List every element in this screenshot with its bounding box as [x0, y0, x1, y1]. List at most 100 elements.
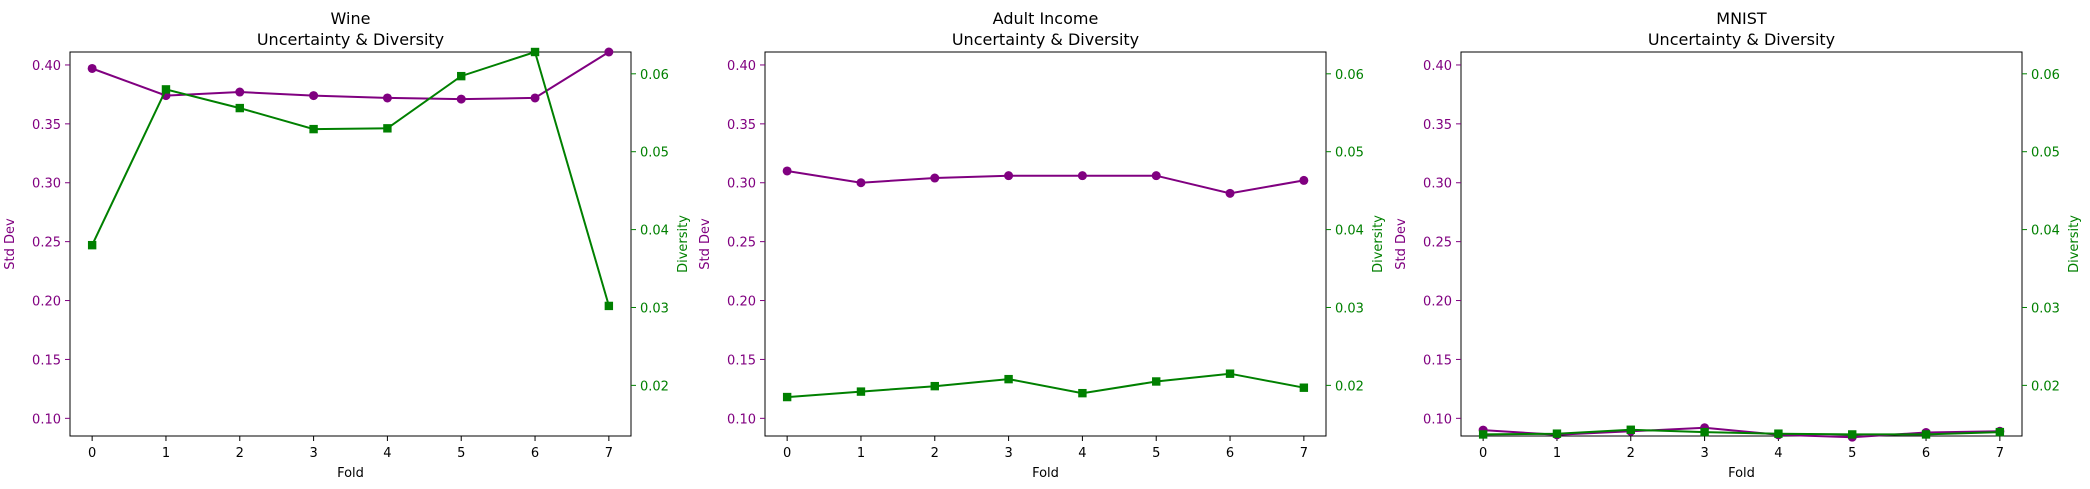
x-tick-label: 6	[1226, 446, 1234, 461]
right-tick-label: 0.06	[1335, 68, 1364, 83]
diversity-line	[787, 372, 1305, 399]
x-tick-label: 5	[457, 446, 465, 461]
right-tick-label: 0.04	[2031, 224, 2060, 239]
x-tick-label: 4	[383, 446, 391, 461]
x-tick-label: 1	[1553, 446, 1561, 461]
plot-frame	[1460, 51, 2023, 437]
left-tick-label: 0.40	[32, 59, 61, 74]
left-tick-label: 0.15	[32, 353, 61, 368]
left-tick-label: 0.30	[32, 177, 61, 192]
x-tick-label: 7	[605, 446, 613, 461]
diversity-point	[1921, 430, 1931, 439]
left-tick-label: 0.35	[32, 118, 61, 133]
diversity-point	[1848, 430, 1857, 439]
x-tick-label: 2	[931, 446, 939, 461]
chart-subtitle: Uncertainty & Diversity	[257, 30, 444, 49]
diversity-point	[1700, 427, 1709, 437]
left-tick-label: 0.40	[1423, 59, 1452, 74]
x-axis-label: Fold	[1728, 466, 1755, 481]
chart-panel-1: Adult Income Uncertainty & Diversity 0 1 2 3 4…	[698, 9, 1386, 481]
std-dev-point	[530, 93, 540, 103]
right-tick-label: 0.05	[640, 146, 669, 161]
left-axis-label: Std Dev	[3, 218, 18, 270]
diversity-point	[457, 71, 466, 81]
x-tick-label: 0	[783, 446, 791, 461]
std-dev-point	[382, 93, 392, 103]
diversity-point	[1774, 429, 1783, 438]
plot-frame	[764, 51, 1327, 437]
right-tick-label: 0.02	[640, 379, 669, 394]
std-dev-point	[604, 47, 614, 57]
std-dev-point	[930, 173, 940, 183]
x-axis-label: Fold	[1032, 466, 1059, 481]
right-tick-label: 0.05	[1335, 146, 1364, 161]
right-tick-label: 0.02	[2031, 379, 2060, 394]
right-tick-label: 0.05	[2031, 146, 2060, 161]
chart-title: Wine	[331, 9, 371, 28]
x-axis-label: Fold	[337, 466, 364, 481]
x-tick-label: 6	[1922, 446, 1930, 461]
diversity-point	[383, 124, 392, 133]
diversity-point	[1152, 377, 1161, 386]
diversity-line	[91, 50, 610, 307]
left-tick-label: 0.10	[727, 412, 756, 427]
x-tick-label: 1	[162, 446, 170, 461]
diversity-point	[930, 381, 939, 391]
diversity-point	[1225, 369, 1235, 378]
chart-panel-2: MNIST Uncertainty & Diversity 0 1 2 3 4 5 6 7 Fold…	[1394, 9, 2082, 481]
std-dev-point	[235, 87, 245, 97]
left-tick-label: 0.25	[32, 236, 61, 251]
diversity-point	[530, 47, 540, 57]
diversity-point	[604, 301, 614, 311]
std-dev-line	[1483, 426, 2000, 439]
left-tick-label: 0.15	[1423, 353, 1452, 368]
x-tick-label: 4	[1078, 446, 1086, 461]
left-tick-label: 0.40	[727, 59, 756, 74]
x-tick-label: 7	[1996, 446, 2004, 461]
x-tick-label: 3	[309, 446, 317, 461]
left-tick-label: 0.35	[1423, 118, 1452, 133]
diversity-point	[87, 240, 97, 250]
right-tick-label: 0.02	[1335, 379, 1364, 394]
right-tick-label: 0.03	[640, 301, 669, 316]
diversity-point	[1626, 425, 1635, 434]
diversity-point	[1478, 430, 1488, 439]
chart-title: Adult Income	[993, 9, 1099, 28]
x-tick-label: 3	[1700, 446, 1708, 461]
diversity-point	[235, 103, 244, 113]
diversity-point	[856, 387, 866, 396]
right-tick-label: 0.04	[1335, 224, 1364, 239]
x-tick-label: 2	[1627, 446, 1635, 461]
diversity-point	[1299, 383, 1309, 392]
chart-panel-0: Wine Uncertainty & Diversity 0 1 2 3 4 5 6 7 Fold 0…	[3, 9, 691, 481]
left-axis-label: Std Dev	[1394, 218, 1409, 270]
x-tick-label: 0	[88, 446, 96, 461]
std-dev-point	[87, 63, 97, 73]
std-dev-line	[91, 51, 610, 101]
left-tick-label: 0.20	[32, 295, 61, 310]
left-tick-label: 0.25	[727, 236, 756, 251]
left-tick-label: 0.30	[1423, 177, 1452, 192]
diversity-line	[1483, 428, 2000, 436]
diversity-point	[1078, 388, 1087, 398]
std-dev-point	[1299, 175, 1309, 185]
std-dev-point	[782, 166, 792, 176]
std-dev-point	[456, 94, 466, 104]
right-axis-label: Diversity	[676, 215, 691, 273]
right-tick-label: 0.06	[640, 68, 669, 83]
left-axis-label: Std Dev	[698, 218, 713, 270]
right-tick-label: 0.03	[2031, 301, 2060, 316]
left-tick-label: 0.20	[727, 295, 756, 310]
left-tick-label: 0.35	[727, 118, 756, 133]
x-tick-label: 7	[1300, 446, 1308, 461]
chart-title: MNIST	[1716, 9, 1767, 28]
std-dev-point	[1151, 171, 1161, 181]
std-dev-point	[1004, 171, 1014, 181]
std-dev-line	[786, 170, 1305, 195]
chart-subtitle: Uncertainty & Diversity	[1648, 30, 1835, 49]
right-tick-label: 0.06	[2031, 68, 2060, 83]
left-tick-label: 0.30	[727, 177, 756, 192]
left-tick-label: 0.10	[32, 412, 61, 427]
x-tick-label: 1	[857, 446, 865, 461]
